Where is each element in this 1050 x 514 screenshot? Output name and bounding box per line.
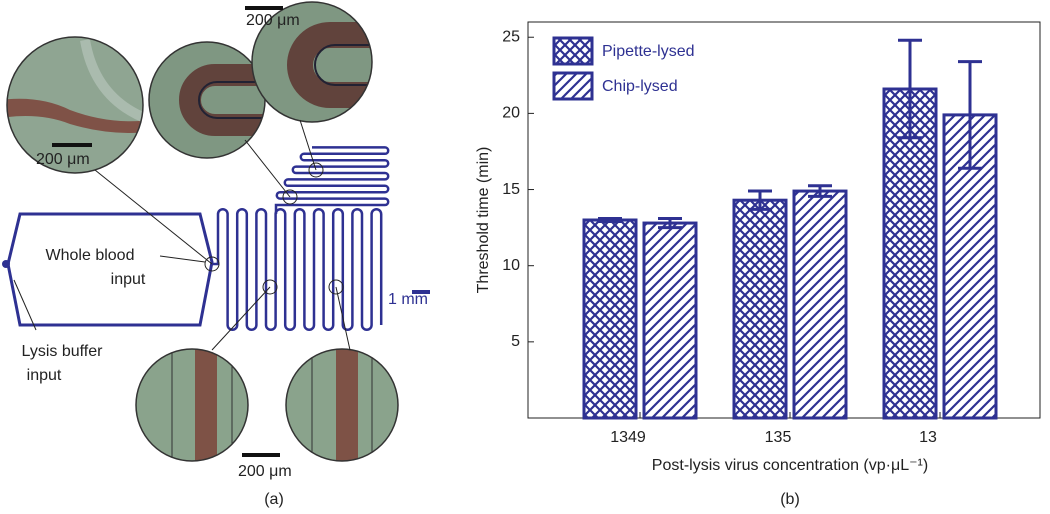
label: input: [27, 367, 62, 384]
label: Lysis buffer: [22, 343, 104, 360]
y-tick-label: 10: [502, 257, 520, 274]
scale-bar-label: 200 μm: [246, 12, 300, 29]
label: Whole blood: [46, 247, 135, 264]
serpentine-channel: [212, 208, 383, 331]
panel-b: Threshold time (min) Post-lysis virus co…: [475, 21, 1041, 508]
scale-bar-lines: [52, 6, 430, 457]
y-tick-label: 5: [511, 333, 520, 350]
inlet: [2, 260, 10, 268]
error-bar: [808, 184, 832, 198]
y-tick-label: 20: [502, 105, 520, 122]
x-tick-label: 1349: [610, 429, 646, 446]
error-bar: [898, 38, 922, 140]
bar: [732, 198, 788, 420]
legend-label: Chip-lysed: [602, 78, 678, 95]
micrograph: [149, 42, 265, 158]
micrograph: [7, 37, 143, 173]
bar: [792, 189, 848, 420]
panel-a: 200 μm 200 μm 200 μm 1 mm Whole blood in…: [2, 1, 430, 508]
legend-swatch: [552, 36, 594, 66]
label: input: [111, 271, 146, 288]
bar: [582, 218, 638, 420]
x-tick-label: 13: [919, 429, 937, 446]
scale-bar-label: 200 μm: [36, 151, 90, 168]
scale-bar-label: 200 μm: [238, 463, 292, 480]
caption: (b): [780, 491, 800, 508]
x-axis-label: Post-lysis virus concentration (vp·μL⁻¹): [652, 457, 928, 474]
serpentine-channel: [274, 146, 390, 214]
bar: [642, 221, 698, 420]
bar: [882, 87, 938, 420]
y-axis-label: Threshold time (min): [475, 147, 492, 294]
error-bar: [598, 216, 622, 224]
y-tick-label: 15: [502, 181, 520, 198]
error-bar: [748, 189, 772, 211]
caption: (a): [264, 491, 284, 508]
micrograph: [252, 2, 372, 122]
channel: [6, 212, 214, 327]
y-tick-label: 25: [502, 28, 520, 45]
scale-bar-label: 1 mm: [388, 291, 428, 308]
legend-swatch: [552, 71, 594, 101]
error-bar: [958, 60, 982, 170]
x-tick-label: 135: [765, 429, 792, 446]
micrograph: [286, 349, 398, 461]
legend-label: Pipette-lysed: [602, 43, 695, 60]
micrograph: [136, 349, 248, 461]
error-bar: [658, 216, 682, 230]
leader-lines: [13, 119, 351, 351]
